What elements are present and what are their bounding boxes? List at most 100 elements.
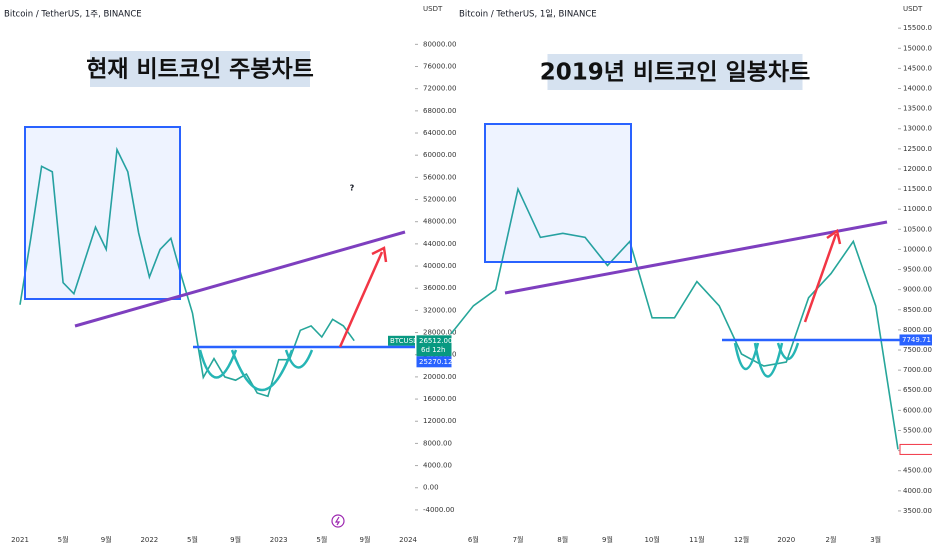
y-tick-label: 36000.00 <box>423 284 456 292</box>
x-tick-label: 2024 <box>399 536 417 544</box>
y-tick-label: 14500.00 <box>903 64 932 72</box>
y-tick-label: 15000.00 <box>903 44 932 52</box>
price-tag-label: 26512.00 <box>419 337 452 345</box>
y-tick-label: 20000.00 <box>423 373 456 381</box>
y-tick-label: 11500.00 <box>903 185 932 193</box>
chart-header: Bitcoin / TetherUS, 1주, BINANCE <box>4 10 142 20</box>
title-box <box>90 51 310 87</box>
y-tick-label: 60000.00 <box>423 151 456 159</box>
y-tick-label: 15500.00 <box>903 24 932 32</box>
y-tick-label: 64000.00 <box>423 129 456 137</box>
y-tick-label: 8500.00 <box>903 306 932 314</box>
x-tick-label: 7월 <box>513 535 524 544</box>
y-tick-label: 9500.00 <box>903 266 932 274</box>
y-tick-label: 28000.00 <box>423 329 456 337</box>
price-tag <box>416 335 452 357</box>
y-tick-label: 52000.00 <box>423 196 456 204</box>
x-tick-label: 5월 <box>187 535 198 544</box>
y-tick-label: 16000.00 <box>423 395 456 403</box>
y-tick-label: 0.00 <box>423 484 439 492</box>
x-tick-label: 2월 <box>825 535 836 544</box>
y-tick-label: 14000.00 <box>903 85 932 93</box>
x-tick-label: 5월 <box>316 535 327 544</box>
y-tick-label: 10000.00 <box>903 245 932 253</box>
x-tick-label: 2021 <box>11 536 29 544</box>
axis-unit: USDT <box>903 5 923 13</box>
y-tick-label: 8000.00 <box>903 326 932 334</box>
y-tick-label: 80000.00 <box>423 40 456 48</box>
annotations-left <box>24 126 415 392</box>
y-tick-label: 6500.00 <box>903 386 932 394</box>
price-tag <box>416 356 452 368</box>
cup <box>733 342 800 378</box>
x-tick-label: 12월 <box>734 535 749 544</box>
y-tick-label: 12000.00 <box>423 417 456 425</box>
arrow <box>803 228 842 323</box>
title-box <box>547 54 803 90</box>
y-tick-label: 6000.00 <box>903 406 932 414</box>
y-tick-label: 7500.00 <box>903 346 932 354</box>
chart: Bitcoin / TetherUS, 1일, BINANCE USDT 3500.… <box>450 5 932 544</box>
icon-bolt <box>334 516 341 526</box>
arrow <box>338 246 388 348</box>
x-tick-label: 2022 <box>140 536 158 544</box>
symbol-label: BTCUSDT <box>390 337 424 345</box>
question-mark: ? <box>350 184 355 193</box>
y-tick-label: 9000.00 <box>903 286 932 294</box>
chart-title: 2019년 비트코인 일봉차트 <box>540 60 810 86</box>
x-tick-label: 9월 <box>360 535 371 544</box>
box <box>484 123 632 263</box>
axis-unit: USDT <box>423 5 443 13</box>
y-tick-label: 8000.00 <box>423 439 452 447</box>
x-tick-label: 10월 <box>644 535 659 544</box>
charts: Bitcoin / TetherUS, 1주, BINANCE USDT -4000… <box>4 5 932 544</box>
price-tag-label: 5028.97 <box>902 445 931 453</box>
y-tick-label: 11000.00 <box>903 205 932 213</box>
y-tick-label: 4000.00 <box>423 462 452 470</box>
y-tick-label: 4500.00 <box>903 467 932 475</box>
chart-header: Bitcoin / TetherUS, 1일, BINANCE <box>459 10 597 20</box>
icon[interactable] <box>331 514 345 528</box>
y-tick-label: 56000.00 <box>423 173 456 181</box>
x-tick-label: 8월 <box>557 535 568 544</box>
price-tag <box>899 443 932 455</box>
x-tick-label: 5월 <box>58 535 69 544</box>
y-tick-label: 68000.00 <box>423 107 456 115</box>
y-tick-label: 5500.00 <box>903 426 932 434</box>
price-tag-label: 7749.71 <box>902 336 931 344</box>
y-tick-label: 4000.00 <box>903 487 932 495</box>
x-tick-label: 3월 <box>870 535 881 544</box>
x-tick-label: 9월 <box>602 535 613 544</box>
trend-line <box>504 220 888 295</box>
y-tick-label: 7000.00 <box>903 366 932 374</box>
y-tick-label: 10500.00 <box>903 225 932 233</box>
x-tick-label: 2020 <box>777 536 795 544</box>
y-tick-label: 48000.00 <box>423 218 456 226</box>
x-tick-label: 9월 <box>101 535 112 544</box>
y-tick-label: 76000.00 <box>423 63 456 71</box>
y-tick-label: 13000.00 <box>903 125 932 133</box>
y-tick-label: 3500.00 <box>903 507 932 515</box>
countdown: 6d 12h <box>421 346 445 354</box>
y-tick-label: 72000.00 <box>423 85 456 93</box>
y-tick-label: 32000.00 <box>423 306 456 314</box>
y-tick-label: 12000.00 <box>903 165 932 173</box>
y-tick-label: 44000.00 <box>423 240 456 248</box>
price-tag-label: 25270.12 <box>419 358 452 366</box>
y-tick-label: 40000.00 <box>423 262 456 270</box>
chart-title: 현재 비트코인 주봉차트 <box>86 57 314 83</box>
x-tick-label: 2023 <box>270 536 288 544</box>
y-tick-label: -4000.00 <box>423 506 454 514</box>
y-tick-label: 12500.00 <box>903 145 932 153</box>
x-tick-label: 11월 <box>689 535 704 544</box>
y-tick-label: 13500.00 <box>903 105 932 113</box>
x-tick-label: 9월 <box>230 535 241 544</box>
chart: Bitcoin / TetherUS, 1주, BINANCE USDT -4000… <box>4 5 456 544</box>
symbol-tag <box>388 335 415 346</box>
price-line <box>450 186 899 450</box>
x-tick-label: 6월 <box>468 535 479 544</box>
annotations-right <box>484 123 900 378</box>
box <box>24 126 181 300</box>
trend-line <box>74 230 406 328</box>
